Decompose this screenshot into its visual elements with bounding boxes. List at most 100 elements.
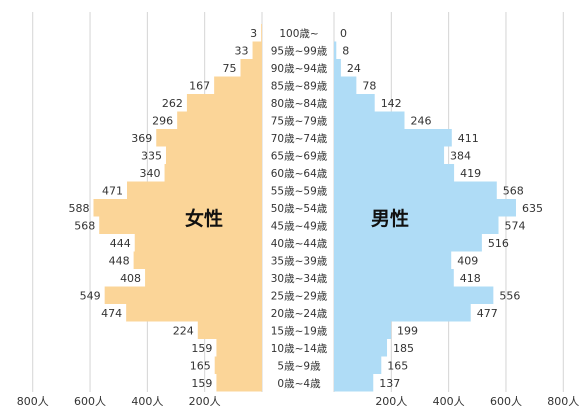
value-labels: 3 0 33 8 75 24 167 78 262 142 296 246 369 411 335 384 34… <box>68 27 543 390</box>
male-bar <box>334 199 516 217</box>
male-value-label: 185 <box>393 342 414 355</box>
female-bar <box>165 146 262 164</box>
age-category-label: 15歳~19歳 <box>271 325 328 337</box>
male-bar <box>334 146 445 164</box>
x-tick-labels: 800人 600人 400人 200人 200人 400人 600人 800人 <box>17 395 580 408</box>
age-category-label: 55歳~59歳 <box>271 185 328 197</box>
male-bar <box>334 339 388 357</box>
male-bar <box>334 269 454 287</box>
female-value-label: 474 <box>101 307 122 320</box>
male-bar <box>334 286 494 304</box>
x-tick-label-right: 600人 <box>490 395 522 408</box>
age-category-label: 20歳~24歳 <box>271 308 328 320</box>
male-value-label: 635 <box>522 202 543 215</box>
male-value-label: 419 <box>460 167 481 180</box>
female-value-label: 75 <box>223 62 237 75</box>
female-bar <box>134 234 262 252</box>
male-bar <box>334 76 357 94</box>
female-value-label: 159 <box>191 342 212 355</box>
female-bar <box>126 304 262 322</box>
female-bar <box>93 199 262 217</box>
male-bar <box>334 41 337 59</box>
female-value-label: 549 <box>80 289 101 302</box>
male-bars <box>334 41 516 392</box>
female-bar <box>216 374 262 392</box>
female-value-label: 33 <box>235 44 249 57</box>
female-value-label: 568 <box>74 219 95 232</box>
male-value-label: 574 <box>505 219 526 232</box>
female-value-label: 3 <box>250 27 257 40</box>
x-tick-label-left: 800人 <box>17 395 49 408</box>
female-value-label: 159 <box>191 377 212 390</box>
age-category-label: 25歳~29歳 <box>271 290 328 302</box>
x-tick-label-left: 400人 <box>131 395 163 408</box>
age-category-label: 90歳~94歳 <box>271 63 328 75</box>
age-category-label: 35歳~39歳 <box>271 255 328 267</box>
female-bar <box>177 111 262 129</box>
male-bar <box>334 59 341 77</box>
male-value-label: 24 <box>347 62 361 75</box>
female-value-label: 167 <box>189 79 210 92</box>
female-value-label: 471 <box>102 184 123 197</box>
female-bar <box>164 164 262 182</box>
male-bar <box>334 129 452 147</box>
x-tick-label-right: 800人 <box>547 395 579 408</box>
female-bar <box>214 76 262 94</box>
female-value-label: 340 <box>140 167 161 180</box>
male-value-label: 199 <box>397 324 418 337</box>
male-value-label: 78 <box>362 79 376 92</box>
female-value-label: 165 <box>190 359 211 372</box>
male-bar <box>334 356 382 374</box>
female-bar <box>197 321 262 339</box>
male-value-label: 477 <box>477 307 498 320</box>
male-value-label: 8 <box>342 44 349 57</box>
male-bar <box>334 181 497 199</box>
male-bar <box>334 94 375 112</box>
female-bar <box>186 94 262 112</box>
female-value-label: 408 <box>120 272 141 285</box>
male-bar <box>334 234 482 252</box>
x-tick-label-right: 400人 <box>433 395 465 408</box>
male-value-label: 142 <box>381 97 402 110</box>
female-bar <box>214 356 262 374</box>
male-bar <box>334 216 499 234</box>
female-value-label: 262 <box>162 97 183 110</box>
male-value-label: 137 <box>379 377 400 390</box>
age-category-label: 80歳~84歳 <box>271 98 328 110</box>
age-labels: 100歳~ 95歳~99歳 90歳~94歳 85歳~89歳 80歳~84歳 75歳~79歳… <box>271 28 328 390</box>
male-bar <box>334 251 452 269</box>
age-category-label: 30歳~34歳 <box>271 273 328 285</box>
male-value-label: 568 <box>503 184 524 197</box>
male-value-label: 516 <box>488 237 509 250</box>
female-bars <box>93 24 262 392</box>
female-value-label: 224 <box>173 324 194 337</box>
age-category-label: 60歳~64歳 <box>271 168 328 180</box>
age-category-label: 45歳~49歳 <box>271 220 328 232</box>
age-category-label: 70歳~74歳 <box>271 133 328 145</box>
x-tick-label-right: 200人 <box>375 395 407 408</box>
female-series-label: 女性 <box>185 207 223 230</box>
female-bar <box>156 129 262 147</box>
female-bar <box>252 41 262 59</box>
age-category-label: 50歳~54歳 <box>271 203 328 215</box>
age-category-label: 75歳~79歳 <box>271 115 328 127</box>
female-bar <box>127 181 262 199</box>
male-value-label: 384 <box>450 149 471 162</box>
age-category-label: 65歳~69歳 <box>271 150 328 162</box>
male-bar <box>334 304 471 322</box>
female-value-label: 588 <box>68 202 89 215</box>
age-category-label: 0歳~4歳 <box>277 378 321 390</box>
male-bar <box>334 321 392 339</box>
male-bar <box>334 164 455 182</box>
female-bar <box>216 339 262 357</box>
female-value-label: 448 <box>109 254 130 267</box>
x-tick-label-left: 600人 <box>74 395 106 408</box>
x-tick-label-left: 200人 <box>189 395 221 408</box>
female-value-label: 444 <box>110 237 131 250</box>
age-category-label: 10歳~14歳 <box>271 343 328 355</box>
age-category-label: 85歳~89歳 <box>271 80 328 92</box>
male-bar <box>334 374 374 392</box>
male-series-label: 男性 <box>371 207 409 230</box>
age-category-label: 100歳~ <box>279 28 318 40</box>
